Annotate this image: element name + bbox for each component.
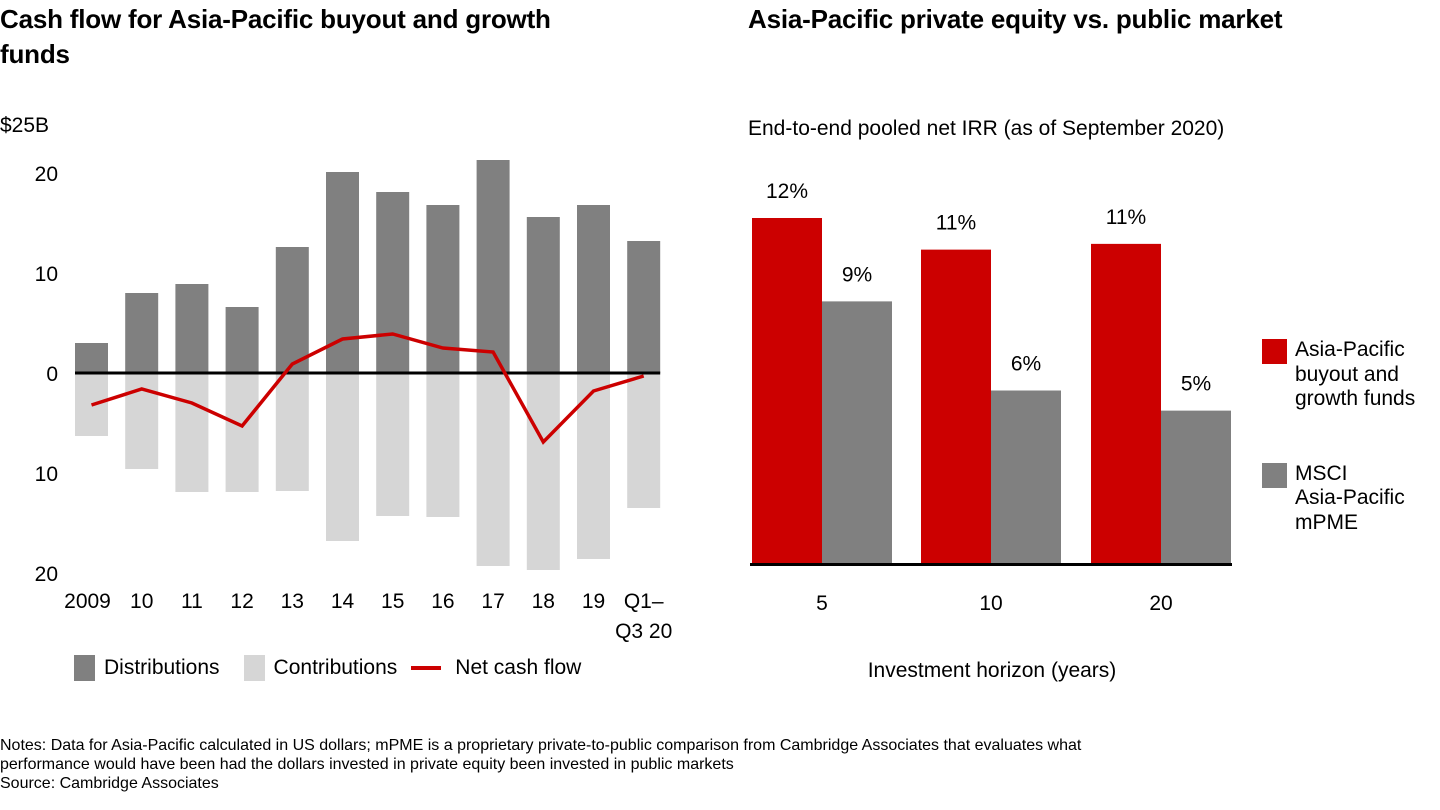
- contributions-bar: [326, 373, 359, 541]
- x-tick-label: 18: [532, 590, 555, 613]
- x-tick-label: 14: [331, 590, 355, 613]
- distributions-bar: [125, 293, 159, 373]
- cash-flow-legend: Distributions Contributions Net cash flo…: [74, 655, 581, 681]
- bars: [75, 160, 661, 570]
- pe-swatch: [1262, 339, 1287, 364]
- y-tick-label: 0: [46, 363, 58, 386]
- mpme-swatch: [1262, 462, 1287, 488]
- distributions-bar: [476, 160, 510, 373]
- data-label: 11%: [936, 212, 976, 235]
- contributions-bar: [476, 373, 510, 566]
- legend-contributions: Contributions: [273, 656, 398, 679]
- pe-bar: [921, 249, 991, 563]
- x-tick-label: 20: [1149, 592, 1172, 615]
- mpme-bar: [1161, 410, 1231, 563]
- x-tick-label: 10: [979, 592, 1002, 615]
- y-axis-ticks: 20 10 0 10 20: [35, 163, 58, 586]
- x-tick-label: Q3 20: [615, 620, 672, 643]
- x-axis-label: Investment horizon (years): [868, 659, 1117, 682]
- y-tick-label: 10: [35, 263, 58, 286]
- pe-bar: [752, 218, 822, 563]
- distributions-bar: [627, 241, 661, 373]
- notes-line-2: performance would have been had the doll…: [0, 756, 734, 773]
- cash-flow-chart: $25B 20 10 0 10 20 2009 10 11 12 13 14 15 16 17 18 19 Q…: [0, 114, 672, 643]
- legend-line: Asia-Pacific: [1295, 486, 1405, 509]
- legend-net-cash-flow: Net cash flow: [455, 656, 582, 679]
- unit-label: $25B: [0, 114, 49, 137]
- irr-legend: Asia-Pacific buyout and growth funds MSC…: [1262, 338, 1440, 535]
- x-tick-label: Q1–: [624, 590, 664, 613]
- contributions-bar: [275, 373, 309, 491]
- distributions-bar: [175, 284, 209, 373]
- left-chart-title: Cash flow for Asia-Pacific buyout and gr…: [0, 4, 551, 69]
- distributions-bar: [225, 307, 259, 373]
- contributions-bar: [175, 373, 209, 492]
- y-tick-label: 20: [35, 163, 58, 186]
- legend-distributions: Distributions: [104, 656, 220, 679]
- x-tick-label: 16: [431, 590, 454, 613]
- x-tick-label: 10: [130, 590, 153, 613]
- data-label: 9%: [842, 263, 872, 286]
- distributions-bar: [275, 247, 309, 373]
- x-axis-ticks: 2009 10 11 12 13 14 15 16 17 18 19 Q1– Q3 20: [64, 590, 672, 643]
- legend-line: buyout and: [1295, 362, 1399, 386]
- net-cash-flow-line: [90, 332, 645, 445]
- legend-line: Asia-Pacific: [1295, 338, 1405, 361]
- distributions-bar: [376, 192, 410, 373]
- data-label: 6%: [1011, 353, 1041, 376]
- distributions-bar: [75, 343, 108, 373]
- data-label: 5%: [1181, 373, 1211, 396]
- legend-item-pe: Asia-Pacific buyout and growth funds: [1262, 338, 1440, 412]
- contributions-bar: [627, 373, 661, 508]
- x-tick-label: 5: [816, 592, 828, 615]
- x-tick-label: 2009: [64, 590, 111, 613]
- x-tick-label: 11: [181, 590, 203, 613]
- contributions-swatch: [243, 655, 265, 681]
- legend-line: mPME: [1295, 510, 1358, 534]
- right-chart-title: Asia-Pacific private equity vs. public m…: [748, 4, 1283, 34]
- y-tick-label: 20: [35, 563, 58, 586]
- legend-label-mpme: MSCI Asia-Pacific mPME: [1295, 462, 1405, 536]
- notes-line-1: Notes: Data for Asia-Pacific calculated …: [0, 737, 1082, 754]
- irr-chart: 12% 9% 11% 6% 11% 5% 5 10 20 Investment horizon…: [750, 180, 1232, 682]
- pe-bar: [1091, 243, 1161, 563]
- x-axis-ticks: 5 10 20: [816, 592, 1173, 615]
- data-label: 11%: [1106, 206, 1146, 229]
- legend-item-mpme: MSCI Asia-Pacific mPME: [1262, 462, 1440, 536]
- right-chart-subtitle: End-to-end pooled net IRR (as of Septemb…: [748, 117, 1225, 140]
- legend-line: MSCI: [1295, 461, 1348, 485]
- x-tick-label: 12: [230, 590, 253, 613]
- contributions-bar: [426, 373, 460, 517]
- mpme-bar: [822, 301, 892, 563]
- contributions-bar: [225, 373, 259, 492]
- net-cash-flow-swatch: [411, 666, 442, 670]
- contributions-bar: [526, 373, 560, 570]
- x-tick-label: 13: [281, 590, 304, 613]
- distributions-bar: [577, 205, 610, 373]
- data-label: 12%: [766, 180, 808, 203]
- source-line: Source: Cambridge Associates: [0, 775, 219, 792]
- mpme-bar: [991, 390, 1061, 563]
- contributions-bar: [376, 373, 410, 516]
- legend-label-pe: Asia-Pacific buyout and growth funds: [1295, 338, 1415, 412]
- distributions-swatch: [74, 655, 95, 681]
- x-tick-label: 19: [582, 590, 605, 613]
- y-tick-label: 10: [35, 463, 58, 486]
- bars: 12% 9% 11% 6% 11% 5%: [752, 180, 1231, 563]
- x-tick-label: 17: [481, 590, 504, 613]
- legend-line: growth funds: [1295, 387, 1416, 410]
- distributions-bar: [526, 217, 560, 373]
- x-tick-label: 15: [381, 590, 404, 613]
- notes: Notes: Data for Asia-Pacific calculated …: [0, 736, 1440, 793]
